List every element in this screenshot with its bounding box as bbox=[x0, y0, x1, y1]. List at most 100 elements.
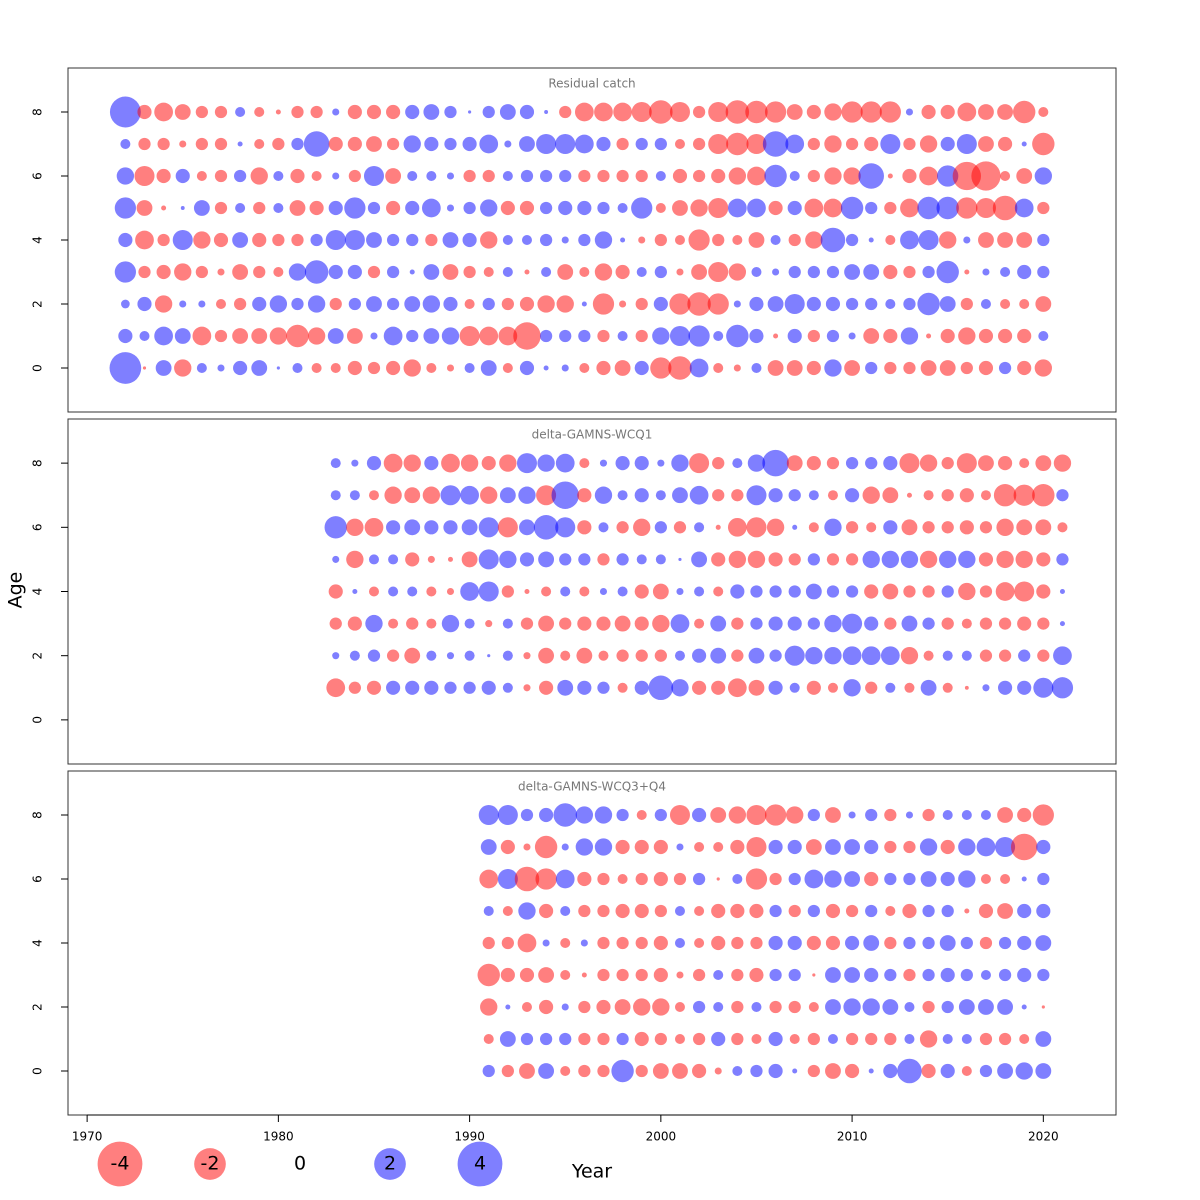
bubble bbox=[329, 617, 342, 630]
bubble bbox=[689, 485, 709, 505]
bubble bbox=[174, 328, 191, 344]
bubble bbox=[633, 518, 651, 536]
bubble bbox=[728, 550, 747, 569]
bubble bbox=[347, 264, 362, 280]
bubble bbox=[825, 839, 841, 855]
bubble bbox=[707, 293, 729, 315]
bubble bbox=[711, 1031, 726, 1047]
bubble bbox=[520, 1032, 534, 1046]
bubble bbox=[137, 104, 152, 120]
bubble bbox=[940, 328, 955, 344]
bubble bbox=[883, 520, 898, 535]
bubble bbox=[560, 650, 571, 661]
bubble bbox=[444, 105, 457, 119]
bubble bbox=[655, 202, 666, 214]
bubble bbox=[1014, 198, 1034, 218]
bubble bbox=[865, 808, 878, 822]
bubble bbox=[941, 617, 954, 630]
bubble bbox=[917, 196, 940, 220]
panel-frame bbox=[67, 770, 1117, 1116]
bubble bbox=[842, 613, 863, 634]
bubble bbox=[961, 809, 972, 821]
bubble bbox=[863, 264, 880, 280]
bubble bbox=[844, 967, 861, 983]
bubble bbox=[179, 140, 187, 148]
bubble bbox=[519, 360, 535, 376]
bubble bbox=[865, 456, 878, 470]
bubble bbox=[386, 200, 401, 216]
bubble bbox=[674, 937, 685, 949]
bubble bbox=[519, 136, 535, 152]
bubble bbox=[233, 360, 248, 376]
bubble bbox=[922, 617, 935, 630]
bubble bbox=[671, 454, 689, 472]
bubble bbox=[885, 905, 896, 917]
bubble bbox=[864, 871, 879, 887]
bubble bbox=[997, 136, 1013, 152]
bubble bbox=[652, 614, 670, 633]
bubble bbox=[349, 490, 360, 501]
bubble bbox=[956, 133, 977, 155]
bubble bbox=[1019, 458, 1030, 469]
bubble bbox=[292, 362, 303, 374]
bubble bbox=[900, 327, 919, 345]
bubble bbox=[499, 454, 517, 472]
bubble bbox=[409, 269, 415, 275]
bubble bbox=[808, 490, 819, 501]
bubble bbox=[617, 682, 628, 693]
bubble bbox=[862, 486, 880, 504]
bubble bbox=[597, 872, 610, 886]
bubble bbox=[635, 169, 648, 183]
bubble bbox=[574, 102, 594, 122]
bubble bbox=[764, 164, 787, 188]
bubble bbox=[480, 998, 498, 1016]
bubble bbox=[577, 488, 592, 503]
bubble bbox=[767, 296, 784, 312]
bubble bbox=[668, 356, 692, 380]
bubble bbox=[332, 108, 340, 116]
bubble bbox=[942, 809, 953, 821]
bubble bbox=[597, 936, 610, 950]
bubble bbox=[863, 935, 880, 951]
bubble bbox=[959, 520, 974, 535]
bubble bbox=[996, 518, 1014, 536]
bubble bbox=[366, 680, 382, 695]
bubble bbox=[1000, 873, 1011, 885]
bubble bbox=[864, 839, 879, 855]
bubble bbox=[694, 586, 705, 597]
bubble bbox=[654, 904, 667, 918]
bubble bbox=[551, 481, 579, 509]
bubble bbox=[961, 1033, 972, 1045]
bubble bbox=[365, 614, 383, 633]
bubble bbox=[424, 680, 439, 695]
bubble bbox=[120, 138, 131, 150]
bubble bbox=[348, 169, 361, 183]
bubble bbox=[597, 904, 610, 918]
bubble bbox=[883, 1063, 898, 1079]
bubble bbox=[730, 903, 745, 919]
bubble bbox=[1036, 903, 1051, 919]
bubble bbox=[138, 265, 151, 279]
bubble bbox=[558, 200, 573, 216]
bubble bbox=[820, 227, 846, 253]
bubble bbox=[926, 333, 932, 339]
bubble bbox=[487, 654, 491, 658]
bubble bbox=[599, 587, 608, 596]
bubble bbox=[998, 649, 1012, 662]
bubble bbox=[423, 264, 440, 280]
bubble bbox=[594, 102, 613, 122]
bubble bbox=[710, 807, 727, 823]
bubble bbox=[500, 839, 515, 855]
bubble bbox=[920, 360, 937, 376]
bubble bbox=[368, 554, 379, 565]
bubble bbox=[654, 649, 667, 662]
bubble bbox=[884, 936, 897, 950]
y-tick-label: 2 bbox=[31, 652, 45, 660]
bubble bbox=[616, 137, 629, 151]
bubble bbox=[772, 268, 780, 276]
bubble bbox=[578, 1064, 591, 1078]
bubble bbox=[792, 1068, 798, 1074]
bubble bbox=[750, 585, 763, 598]
bubble bbox=[538, 1063, 555, 1079]
bubble bbox=[711, 680, 726, 695]
